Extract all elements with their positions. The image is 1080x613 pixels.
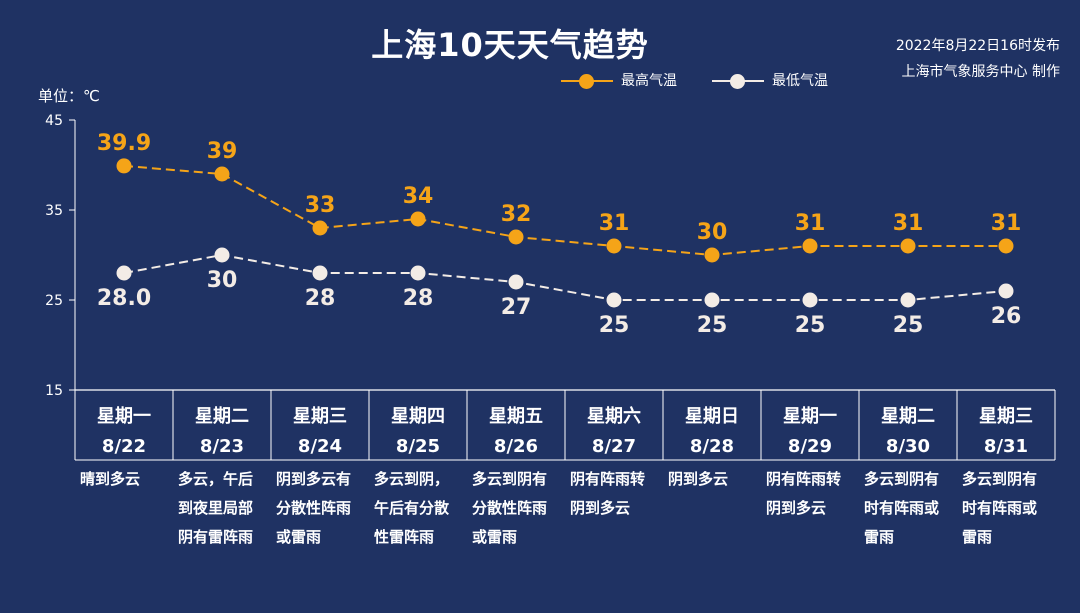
low-temp-label: 26 [991,304,1022,329]
legend-low-label: 最低气温 [772,73,828,89]
y-tick-label: 45 [45,113,63,129]
high-temp-label: 34 [403,184,434,209]
high-temp-point [410,211,426,227]
weather-text: 或雷雨 [472,528,517,546]
low-temp-point [998,283,1014,299]
weather-text: 多云到阴有 [472,470,547,488]
weather-text: 阴到多云有 [276,470,351,488]
weather-text: 阴有雷阵雨 [178,528,253,546]
weather-text: 阴到多云 [668,470,728,488]
date-label: 8/29 [788,436,832,457]
high-temp-label: 31 [991,211,1022,236]
weather-text: 阴到多云 [766,499,826,517]
low-temp-point [116,265,132,281]
low-temp-point [606,292,622,308]
date-label: 8/26 [494,436,538,457]
low-temp-point [410,265,426,281]
high-temp-label: 39.9 [97,131,151,156]
weather-text: 分散性阵雨 [276,499,351,517]
high-temp-point [606,238,622,254]
weekday-label: 星期四 [391,406,445,427]
low-temp-label: 28 [305,286,336,311]
weekday-label: 星期日 [685,406,739,427]
weather-text: 阴有阵雨转 [766,470,841,488]
high-temp-label: 31 [795,211,826,236]
low-temp-label: 28.0 [97,286,151,311]
low-temp-label: 27 [501,295,532,320]
high-temp-label: 31 [599,211,630,236]
weather-text: 时有阵雨或 [864,499,939,517]
high-temp-point [802,238,818,254]
high-temp-label: 31 [893,211,924,236]
weather-text: 或雷雨 [276,528,321,546]
weather-text: 阴到多云 [570,499,630,517]
weekday-label: 星期二 [881,406,935,427]
high-temp-point [900,238,916,254]
unit-label: 单位：℃ [38,87,100,105]
publish-time: 2022年8月22日16时发布 [895,38,1060,54]
high-temp-point [508,229,524,245]
chart-title: 上海10天天气趋势 [371,26,649,64]
weather-text: 性雷阵雨 [374,528,434,546]
high-temp-label: 39 [207,139,238,164]
low-temp-point [312,265,328,281]
low-temp-point [508,274,524,290]
date-label: 8/30 [886,436,930,457]
y-tick-label: 15 [45,383,63,399]
weather-text: 时有阵雨或 [962,499,1037,517]
weekday-label: 星期一 [97,406,151,427]
date-label: 8/27 [592,436,636,457]
weekday-label: 星期三 [979,406,1033,427]
legend-high-dot [579,74,594,89]
low-temp-label: 25 [697,313,728,338]
weather-text: 到夜里局部 [178,499,253,517]
weather-text: 多云，午后 [178,470,253,488]
high-temp-point [214,166,230,182]
y-tick-label: 35 [45,203,63,219]
low-temp-label: 25 [599,313,630,338]
low-temp-line [123,253,1007,301]
low-temp-point [214,247,230,263]
weekday-label: 星期五 [489,406,543,427]
weather-text: 多云到阴有 [864,470,939,488]
low-temp-point [802,292,818,308]
weather-text: 阴有阵雨转 [570,470,645,488]
producer: 上海市气象服务中心 制作 [901,64,1060,80]
date-label: 8/25 [396,436,440,457]
high-temp-point [998,238,1014,254]
weather-text: 分散性阵雨 [472,499,547,517]
low-temp-label: 28 [403,286,434,311]
y-tick-label: 25 [45,293,63,309]
weather-text: 雷雨 [864,528,894,546]
weekday-label: 星期六 [587,405,641,427]
date-label: 8/31 [984,436,1028,457]
weather-text: 多云到阴有 [962,470,1037,488]
weekday-label: 星期三 [293,406,347,427]
weekday-label: 星期二 [195,406,249,427]
weekday-label: 星期一 [783,406,837,427]
weather-text: 多云到阴， [374,470,449,488]
high-temp-line [123,164,1006,257]
legend-high-label: 最高气温 [621,73,677,89]
high-temp-point [704,247,720,263]
date-label: 8/24 [298,436,342,457]
date-label: 8/22 [102,436,146,457]
high-temp-point [116,158,132,174]
weather-text: 晴到多云 [80,470,140,488]
low-temp-label: 30 [207,268,238,293]
low-temp-point [704,292,720,308]
high-temp-label: 30 [697,220,728,245]
date-label: 8/23 [200,436,244,457]
high-temp-point [312,220,328,236]
low-temp-label: 25 [893,313,924,338]
high-temp-label: 33 [305,193,336,218]
date-label: 8/28 [690,436,734,457]
low-temp-label: 25 [795,313,826,338]
high-temp-label: 32 [501,202,532,227]
weather-text: 午后有分散 [374,499,450,517]
legend-low-dot [730,74,745,89]
weather-text: 雷雨 [962,528,992,546]
low-temp-point [900,292,916,308]
